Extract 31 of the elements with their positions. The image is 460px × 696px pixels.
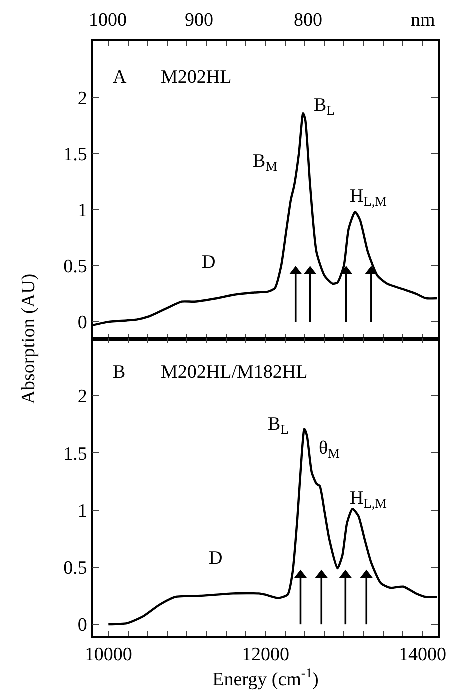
x-axis-title: Energy (cm$^{-1}$) xyxy=(212,666,319,691)
annotation: H$_{L,M}$ xyxy=(350,186,388,209)
annotation: B$_{M}$ xyxy=(253,151,278,174)
y-tick-label: 1.5 xyxy=(64,144,88,166)
annotation: M202HL xyxy=(161,67,232,88)
annotation: θ$_{M}$ xyxy=(319,438,340,461)
y-tick-label: 1.5 xyxy=(64,444,88,465)
y-tick-label: 2 xyxy=(78,88,88,110)
y-tick-label: 0.5 xyxy=(64,256,88,278)
text: nm xyxy=(411,10,436,31)
annotation: H$_{L,M}$ xyxy=(350,488,388,511)
x-tick-label: 10000 xyxy=(84,644,132,666)
annotation: M202HL/M182HL xyxy=(161,362,308,383)
annotation: B$_{L}$ xyxy=(314,95,335,118)
annotation: B$_{L}$ xyxy=(268,414,289,437)
annotation: A xyxy=(113,67,127,88)
text: 800 xyxy=(294,10,322,31)
annotation: D xyxy=(202,252,216,273)
y-tick-label: 0.5 xyxy=(64,558,88,580)
text: 900 xyxy=(185,10,214,31)
y-tick-label: 0 xyxy=(78,615,88,636)
y-tick-label: 2 xyxy=(78,386,88,408)
annotation: B xyxy=(113,362,126,383)
annotation: D xyxy=(209,548,223,569)
y-tick-label: 1 xyxy=(78,200,88,222)
y-axis-title: Absorption (AU) xyxy=(18,274,40,404)
x-tick-label: 14000 xyxy=(399,644,447,666)
y-tick-label: 0 xyxy=(78,312,88,334)
text: 1000 xyxy=(89,10,127,31)
x-tick-label: 12000 xyxy=(242,644,290,666)
y-tick-label: 1 xyxy=(78,500,88,522)
